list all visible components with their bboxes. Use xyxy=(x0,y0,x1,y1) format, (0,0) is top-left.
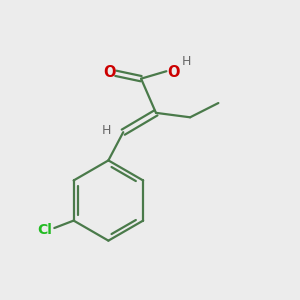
Text: H: H xyxy=(182,55,191,68)
Text: H: H xyxy=(102,124,112,137)
Text: O: O xyxy=(103,65,116,80)
Text: O: O xyxy=(167,65,180,80)
Text: Cl: Cl xyxy=(38,223,52,236)
